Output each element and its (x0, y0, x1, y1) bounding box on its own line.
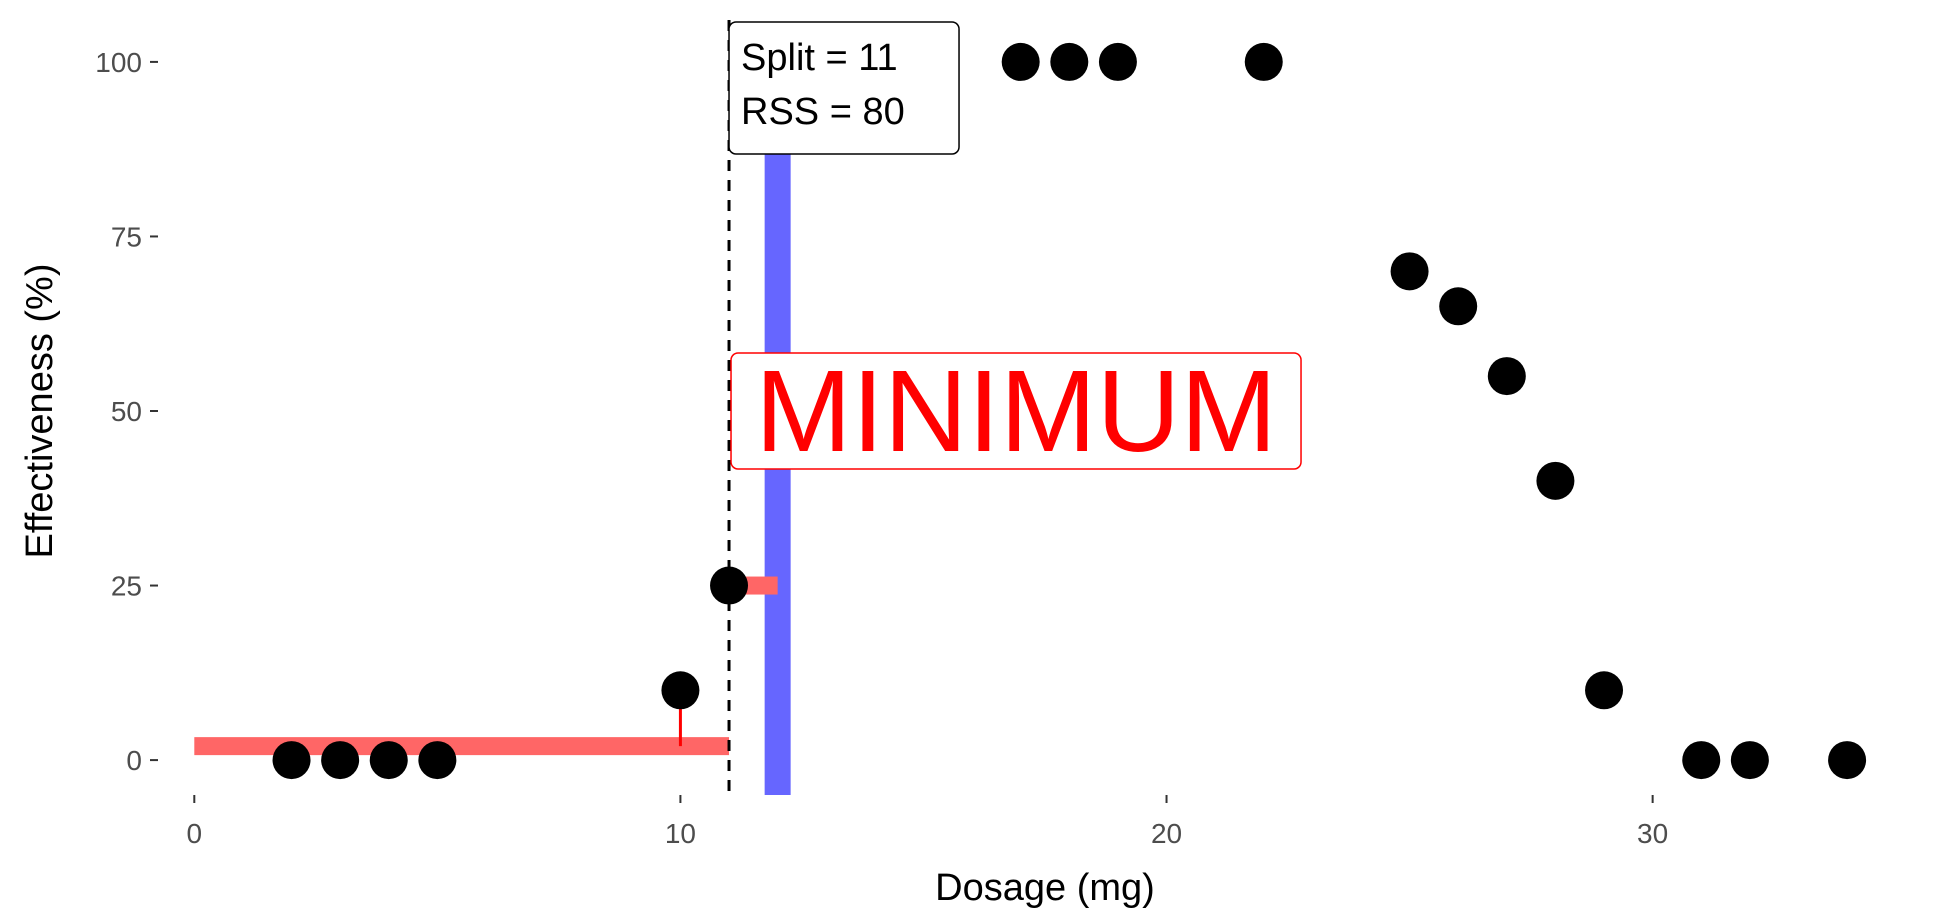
y-tick-label: 100 (95, 47, 142, 78)
data-point (1585, 671, 1624, 710)
data-point (1536, 461, 1575, 500)
data-point (418, 741, 457, 780)
minimum-label-text: MINIMUM (755, 346, 1277, 476)
x-tick-label: 0 (187, 818, 203, 849)
x-axis-title: Dosage (mg) (935, 867, 1155, 909)
y-tick-label: 50 (111, 396, 142, 427)
minimum-label-box (730, 352, 1302, 470)
split-annotation-text: Split = 11 (741, 37, 898, 79)
data-point (1098, 42, 1137, 81)
data-point (1050, 42, 1089, 81)
split-annotation-text: RSS = 80 (741, 91, 905, 133)
split-annotation-box (728, 21, 960, 155)
y-tick-label: 75 (111, 221, 142, 252)
data-point (272, 741, 311, 780)
data-point (1390, 252, 1429, 291)
data-points (272, 42, 1867, 780)
y-tick-label: 25 (111, 571, 142, 602)
data-point (1730, 741, 1769, 780)
x-tick-label: 30 (1637, 818, 1668, 849)
data-point (1487, 357, 1526, 396)
data-point (1244, 42, 1283, 81)
data-point (1828, 741, 1867, 780)
x-tick-label: 10 (665, 818, 696, 849)
data-point (321, 741, 360, 780)
y-axis-title: Effectiveness (%) (19, 264, 61, 559)
data-point (1001, 42, 1040, 81)
data-point (1439, 287, 1478, 326)
data-point (1682, 741, 1721, 780)
y-tick-label: 0 (126, 745, 142, 776)
annotations: Split = 11 RSS = 80 MINIMUM (728, 21, 1302, 476)
data-point (369, 741, 408, 780)
axes: 0 10 20 30 0 25 50 75 100 (95, 47, 1668, 849)
overlays (194, 20, 791, 795)
data-point (710, 566, 749, 605)
x-tick-label: 20 (1151, 818, 1182, 849)
data-point (661, 671, 700, 710)
